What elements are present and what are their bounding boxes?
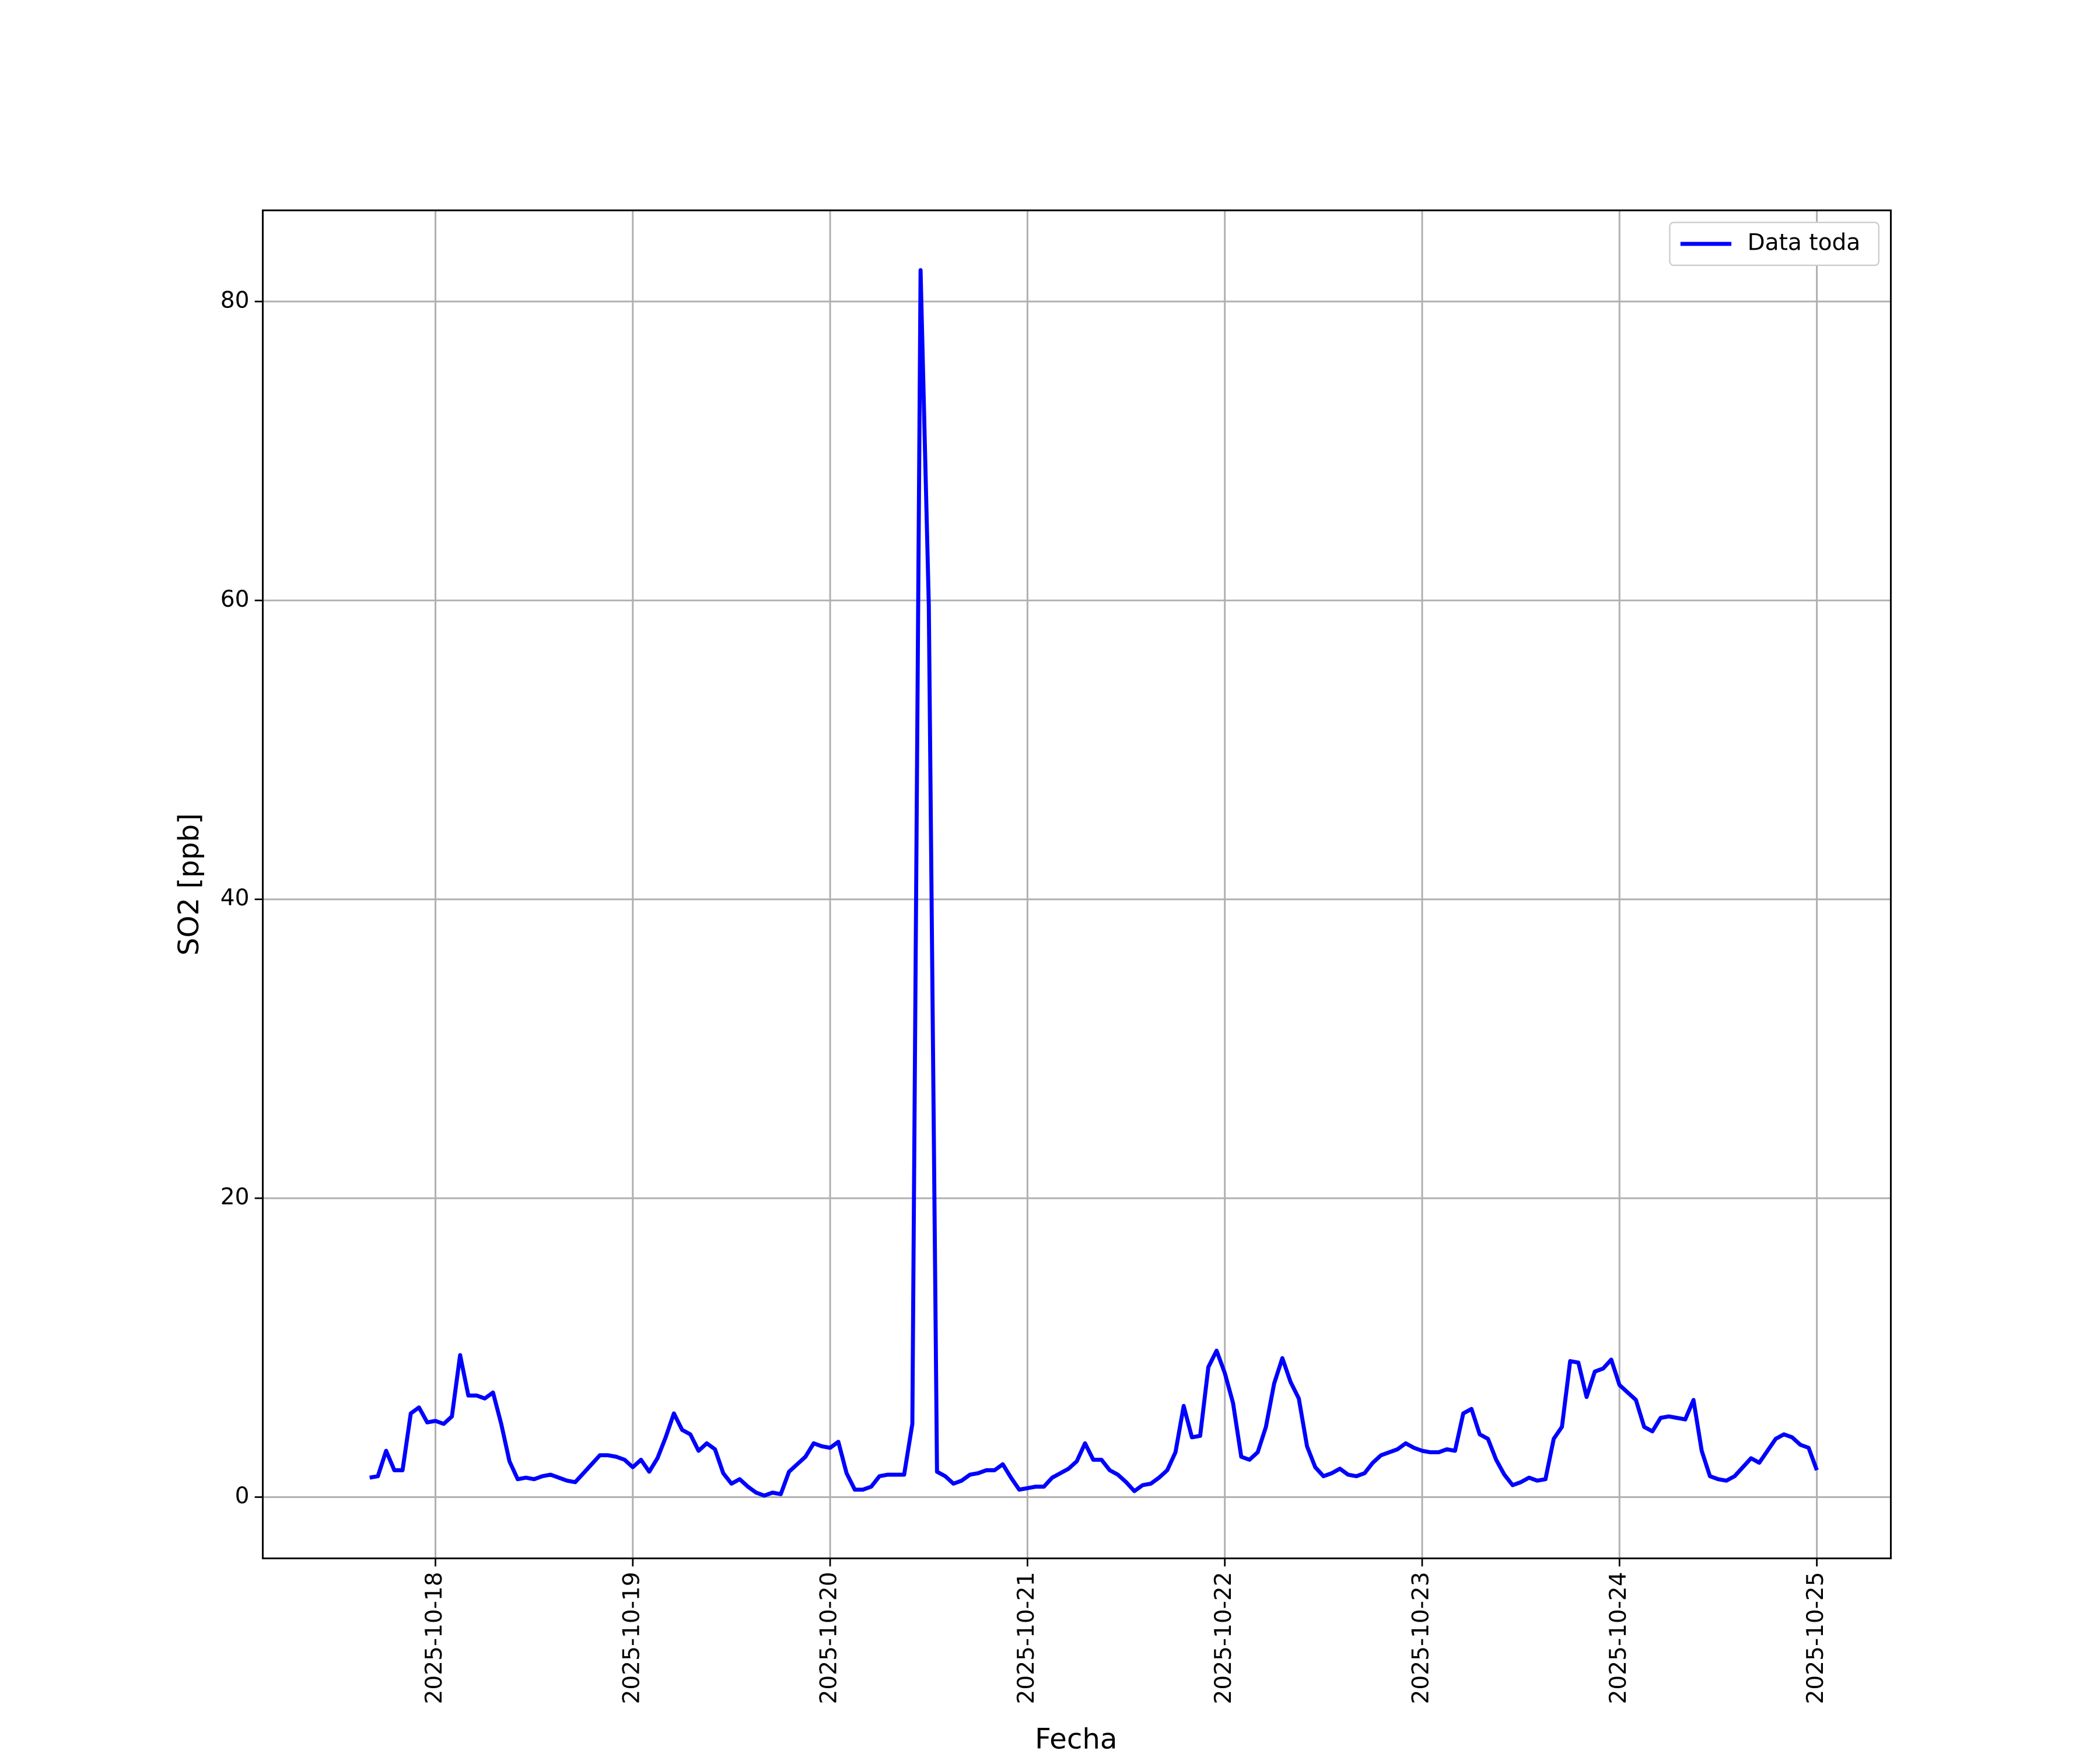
x-tick-label: 2025-10-23 (1408, 1572, 1434, 1704)
x-tick-label: 2025-10-24 (1605, 1572, 1632, 1704)
x-tick-label: 2025-10-22 (1210, 1572, 1237, 1704)
data-line (369, 268, 1819, 1498)
x-tick-label: 2025-10-20 (816, 1572, 842, 1704)
y-tick-label: 0 (235, 1483, 250, 1509)
x-tick-label: 2025-10-25 (1803, 1572, 1829, 1704)
legend-label: Data toda (1748, 230, 1861, 256)
x-tick-label: 2025-10-18 (421, 1572, 447, 1704)
plot-frame (261, 209, 1892, 1560)
y-tick-label: 80 (220, 287, 250, 313)
x-axis-label: Fecha (1035, 1723, 1117, 1750)
x-tick-label: 2025-10-21 (1013, 1572, 1040, 1704)
y-tick-label: 60 (220, 586, 250, 612)
y-axis-label: SO2 [ppb] (173, 813, 205, 956)
x-tick-label: 2025-10-19 (618, 1572, 645, 1704)
y-tick-label: 40 (220, 885, 250, 911)
y-tick-label: 20 (220, 1184, 250, 1210)
legend-box (1669, 222, 1880, 266)
